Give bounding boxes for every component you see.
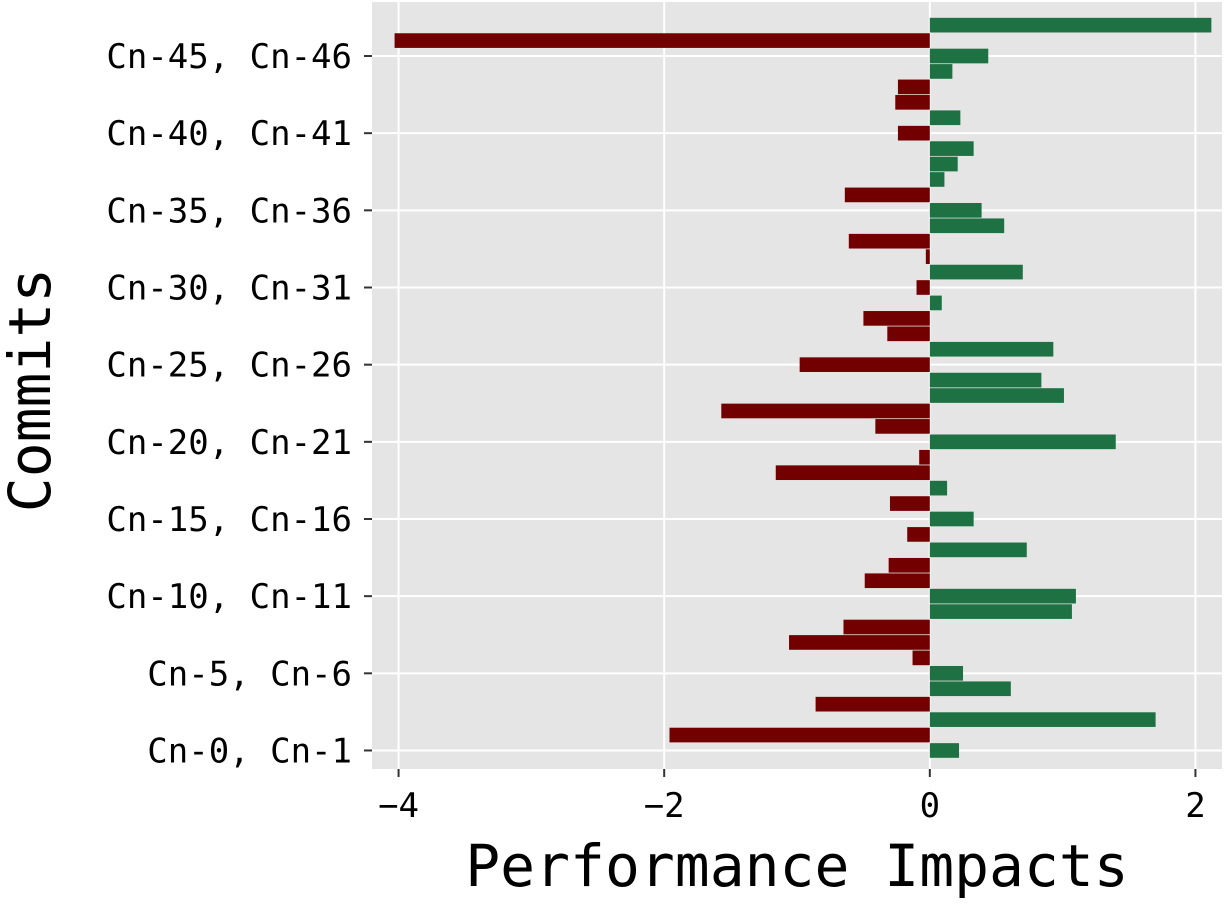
plot-background (372, 2, 1222, 769)
bar (929, 588, 1076, 604)
x-tick-label: 2 (1185, 786, 1205, 826)
bar (929, 542, 1027, 558)
bar (669, 727, 930, 743)
y-axis-title: Commits (0, 268, 64, 512)
bar (897, 125, 930, 141)
bar (897, 79, 930, 95)
bar (815, 696, 930, 712)
bar (929, 156, 958, 172)
bar (929, 264, 1023, 280)
bar (929, 48, 989, 64)
bar (929, 480, 948, 496)
y-tick-label: Cn-20, Cn-21 (106, 423, 352, 463)
y-tick-label: Cn-45, Cn-46 (106, 37, 352, 77)
bar (789, 635, 930, 650)
bar (929, 372, 1042, 388)
bar (929, 388, 1064, 403)
x-tick-label: 0 (920, 786, 940, 826)
y-tick-label: Cn-15, Cn-16 (106, 500, 352, 540)
bar (844, 187, 930, 203)
bar (919, 449, 930, 465)
bar (916, 280, 930, 295)
bar (929, 604, 1072, 619)
y-tick-label: Cn-0, Cn-1 (147, 731, 352, 771)
bar (929, 341, 1054, 357)
bar (929, 665, 964, 681)
x-axis-title: Performance Impacts (465, 832, 1128, 900)
bar (929, 218, 1005, 234)
bar (895, 94, 930, 110)
bar (394, 33, 930, 48)
bar (929, 172, 945, 187)
bar (929, 681, 1011, 697)
bar (929, 743, 960, 758)
y-tick-label: Cn-35, Cn-36 (106, 191, 352, 231)
x-tick-label: −2 (644, 786, 685, 826)
bar (929, 511, 974, 527)
bar (907, 527, 930, 542)
y-axis-ticks: Cn-0, Cn-1 Cn-5, Cn-6 Cn-10, Cn-11 Cn-15, C… (106, 37, 372, 771)
bar (929, 110, 961, 126)
y-tick-label: Cn-10, Cn-11 (106, 577, 352, 617)
bar (863, 311, 930, 326)
bar (721, 403, 930, 419)
bar (889, 496, 930, 511)
bar (929, 295, 942, 311)
bars (394, 17, 1212, 758)
bar (888, 557, 930, 573)
y-tick-label: Cn-40, Cn-41 (106, 114, 352, 154)
x-axis-ticks: −4 −2 0 2 (378, 769, 1206, 826)
bar (929, 64, 953, 79)
x-tick-label: −4 (378, 786, 419, 826)
bar (843, 619, 930, 635)
bar (864, 573, 930, 589)
y-tick-label: Cn-25, Cn-26 (106, 346, 352, 386)
bar (912, 650, 930, 666)
bar (929, 434, 1116, 450)
bar (887, 326, 930, 342)
y-tick-label: Cn-5, Cn-6 (147, 654, 352, 694)
bar (875, 419, 930, 434)
bar (775, 465, 930, 481)
bar (925, 249, 930, 264)
bar (848, 233, 930, 249)
bar (929, 203, 982, 218)
y-tick-label: Cn-30, Cn-31 (106, 269, 352, 309)
bar (799, 357, 930, 372)
bar (929, 141, 974, 156)
bar (929, 712, 1156, 727)
bar (929, 17, 1212, 33)
